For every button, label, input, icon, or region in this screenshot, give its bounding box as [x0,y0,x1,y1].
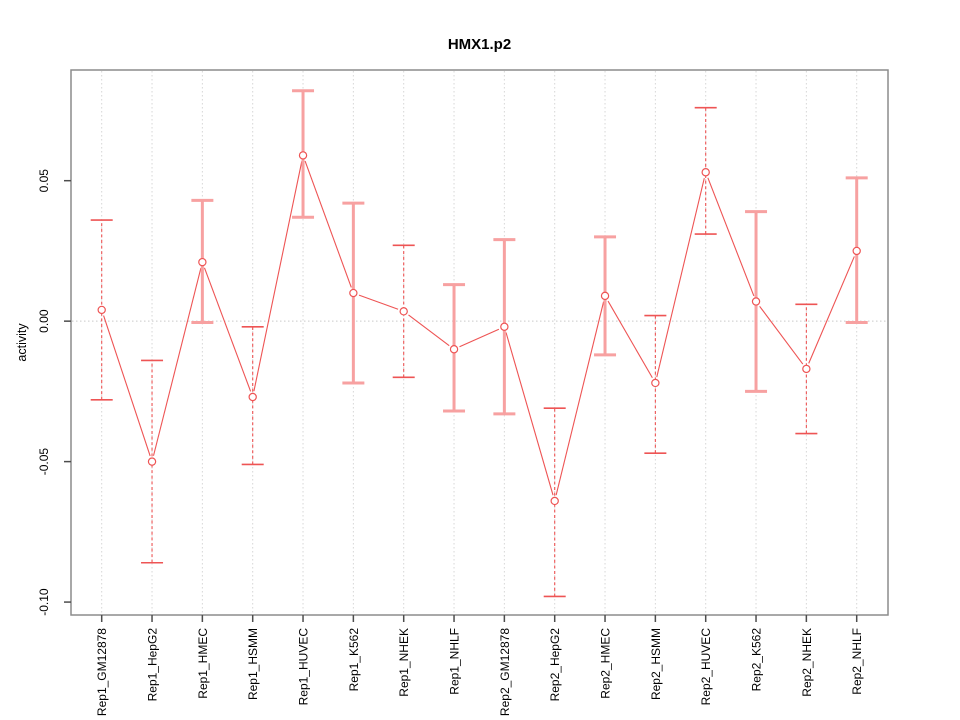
x-tick-label: Rep2_NHEK [800,628,814,697]
point-marker [449,345,459,354]
x-tick-label: Rep2_HMEC [599,628,613,699]
point-marker [852,246,861,256]
point-marker [97,305,106,315]
y-tick-label: 0.05 [37,169,51,193]
plot-layer: 0.05 0.00 -0.05 -0.10 Rep1_GM12878 Rep1_HepG2… [37,69,889,716]
x-tick-label: Rep1_HepG2 [146,628,160,702]
y-axis-label: activity [15,323,29,362]
series-line-segment [304,160,352,288]
y-tick-label: -0.05 [37,448,51,476]
series-line-segment [808,256,855,364]
series-line-segment [253,161,303,392]
y-tick-label: 0.00 [37,309,51,333]
x-tick-label: Rep2_HUVEC [699,628,713,706]
point-marker [399,307,408,316]
series-line-segment [103,315,151,457]
series-line-segment [607,300,653,379]
series-line-segment [152,267,202,456]
series-line-segment [759,305,804,365]
series-line-segment [459,328,500,348]
x-tick-label: Rep2_NHLF [850,628,864,695]
x-tick-label: Rep2_GM12878 [498,628,512,716]
x-tick-label: Rep2_K562 [750,628,764,692]
point-marker [550,496,559,506]
x-tick-label: Rep1_NHEK [397,628,411,697]
plot-box [70,69,889,616]
point-marker [248,392,257,402]
chart-title: HMX1.p2 [448,36,511,53]
series-line-segment [408,314,450,347]
x-tick-label: Rep1_NHLF [448,628,462,695]
x-tick-label: Rep1_HMEC [196,628,210,699]
y-tick-label: -0.10 [37,588,51,616]
point-marker [349,288,358,298]
point-marker [701,168,710,177]
series-line-segment [656,177,705,378]
point-marker [298,151,308,160]
x-tick-label: Rep1_K562 [347,628,361,692]
series-line-segment [707,177,755,297]
point-marker [147,457,157,466]
x-tick-label: Rep1_GM12878 [95,628,109,716]
point-marker [802,364,811,374]
point-marker [751,297,761,306]
x-tick-label: Rep2_HSMM [649,628,663,700]
series-line-segment [358,294,399,310]
series-line-segment [505,332,554,496]
series-line-segment [555,301,605,496]
x-tick-label: Rep2_HepG2 [548,628,562,702]
series-line-segment [203,267,252,392]
point-marker [651,378,660,388]
x-tick-label: Rep1_HUVEC [297,628,311,706]
point-marker [500,322,509,331]
point-marker [198,257,207,267]
x-tick-label: Rep1_HSMM [246,628,260,700]
point-marker [600,291,610,301]
